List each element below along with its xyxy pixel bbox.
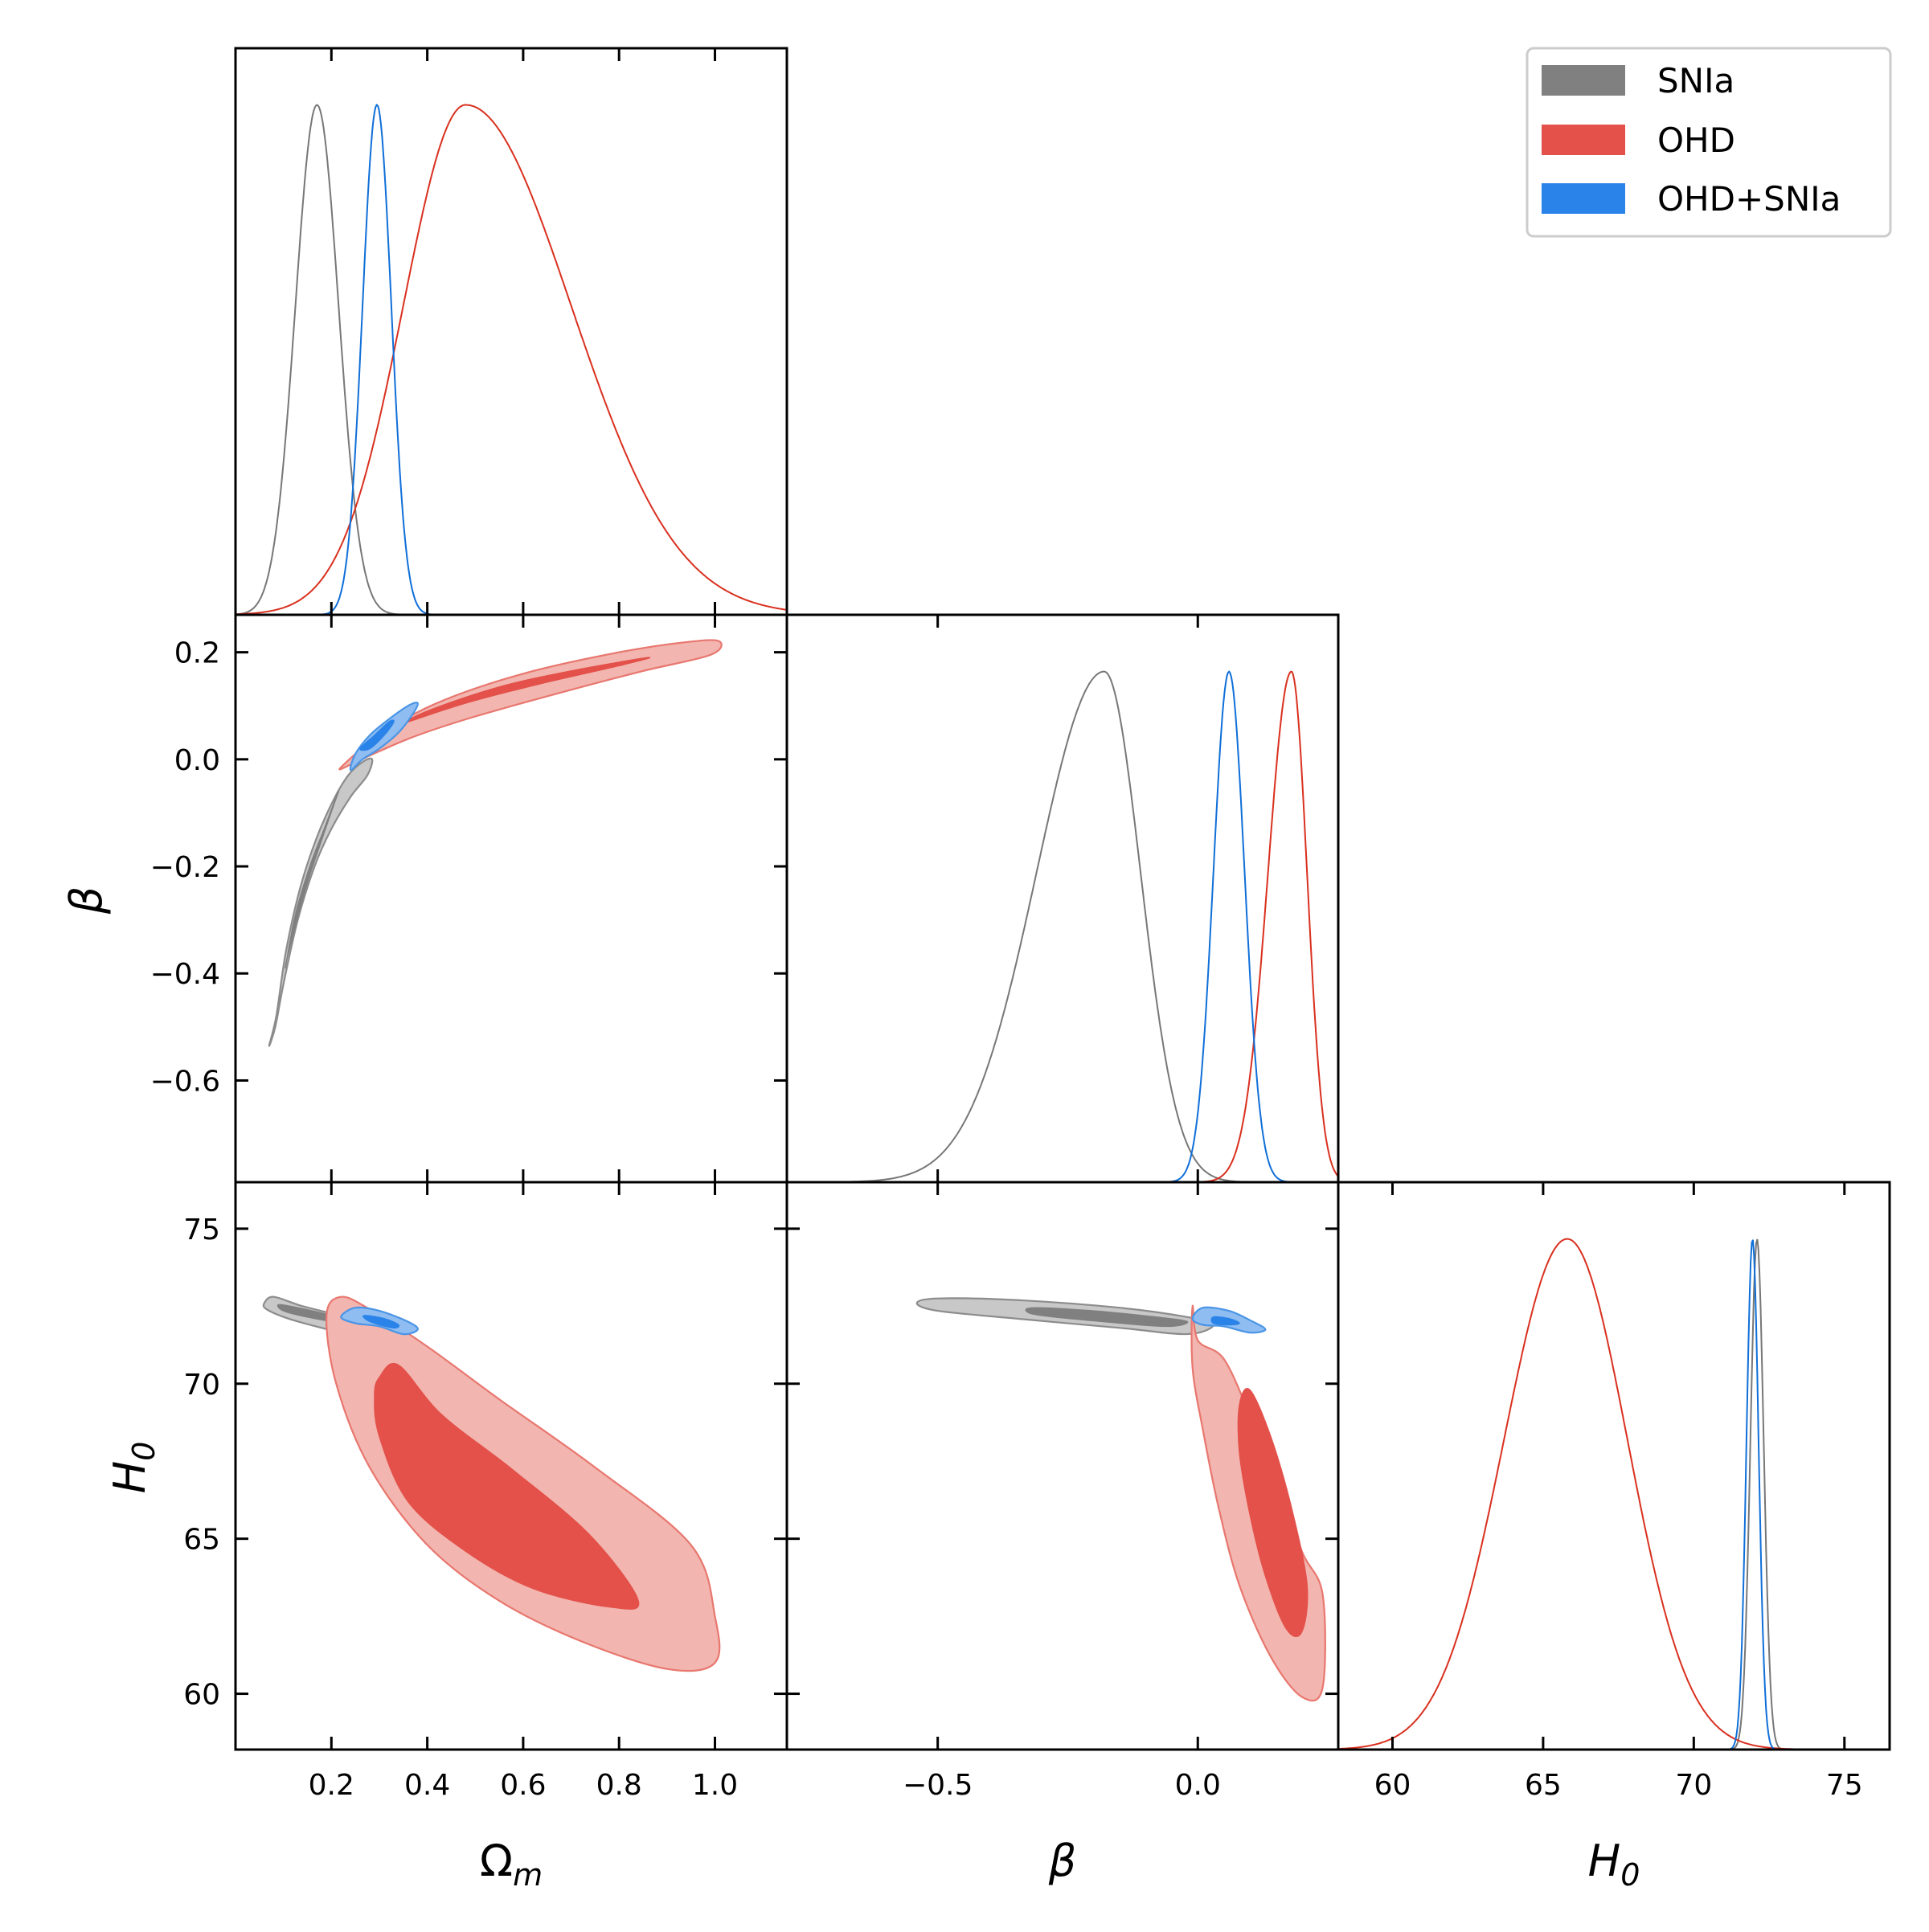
- y-tick-label-beta: 0.2: [174, 637, 220, 670]
- marginal-panel-om: [235, 104, 787, 615]
- y-tick-label-beta: −0.2: [150, 851, 220, 884]
- y-axis-label-h0: H0: [104, 1442, 162, 1494]
- legend-label-snia: SNIa: [1657, 61, 1734, 100]
- legend-swatch-ohd-snia: [1542, 183, 1625, 214]
- marginal-ohd-h0: [1338, 1238, 1890, 1750]
- y-tick-label-h0: 60: [183, 1679, 220, 1712]
- x-tick-label-om: 1.0: [692, 1769, 738, 1802]
- contour-layer: [262, 639, 1326, 1702]
- y-tick-label-h0: 70: [183, 1369, 220, 1402]
- x-tick-label-h0: 70: [1675, 1769, 1712, 1802]
- x-tick-label-h0: 60: [1374, 1769, 1411, 1802]
- panel-om-beta-contours: [268, 639, 723, 1047]
- x-tick-label-beta: −0.5: [903, 1769, 973, 1802]
- panel-frame-c1-r1: [785, 613, 1340, 1184]
- x-tick-label-om: 0.4: [404, 1769, 450, 1802]
- legend-label-ohd-snia: OHD+SNIa: [1657, 179, 1841, 219]
- panel-frame-c2-r2: [1337, 1181, 1891, 1751]
- x-axis-label-beta: β: [1048, 1836, 1076, 1886]
- panel-frame-c0-r0: [234, 47, 788, 616]
- contour-68-ohd-snia-om-h0: [362, 1315, 400, 1329]
- marginal-panel-h0: [1338, 1238, 1890, 1750]
- marginal-panel-beta: [787, 670, 1338, 1182]
- contour-68-ohd-snia-om-beta: [359, 719, 395, 751]
- panel-beta-h0-contours: [915, 1297, 1326, 1702]
- marginal-ohd-om: [235, 104, 787, 615]
- x-tick-label-om: 0.2: [309, 1769, 354, 1802]
- panel-frames: [234, 47, 1891, 1751]
- marginal-ohd-snia-h0: [1338, 1239, 1890, 1750]
- contour-95-snia-om-beta: [268, 757, 374, 1047]
- y-tick-label-h0: 75: [183, 1214, 220, 1246]
- contour-68-ohd-beta-h0: [1237, 1388, 1309, 1637]
- x-tick-label-h0: 75: [1826, 1769, 1863, 1802]
- contour-95-ohd-om-beta: [338, 639, 723, 771]
- contour-68-ohd-om-h0: [374, 1363, 640, 1610]
- marginal-ohd-snia-beta: [787, 670, 1338, 1182]
- legend: SNIa OHD OHD+SNIa: [1526, 47, 1892, 238]
- marginal-ohd-snia-om: [235, 104, 787, 615]
- contour-68-ohd-snia-beta-h0: [1210, 1316, 1240, 1326]
- x-tick-label-h0: 65: [1525, 1769, 1562, 1802]
- x-tick-label-beta: 0.0: [1175, 1769, 1221, 1802]
- x-tick-label-om: 0.6: [500, 1769, 546, 1802]
- x-axis-label-h0: H0: [1588, 1836, 1640, 1893]
- marginal-snia-beta: [787, 670, 1338, 1182]
- legend-label-ohd: OHD: [1657, 121, 1735, 160]
- legend-swatch-snia: [1542, 65, 1625, 96]
- y-tick-label-h0: 65: [183, 1524, 220, 1557]
- x-tick-label-om: 0.8: [596, 1769, 642, 1802]
- y-tick-label-beta: −0.6: [150, 1065, 220, 1098]
- marginal-ohd-beta: [787, 670, 1338, 1182]
- y-tick-label-beta: −0.4: [150, 958, 220, 991]
- contour-68-snia-om-beta: [285, 790, 340, 969]
- x-axis-label-omega-m: Ωm: [480, 1836, 543, 1893]
- axis-label-layer: Ωm β H0 β H0: [61, 886, 1640, 1893]
- marginal-snia-om: [235, 104, 787, 615]
- legend-swatch-ohd: [1542, 125, 1625, 155]
- contour-68-snia-beta-h0: [1025, 1307, 1189, 1328]
- y-tick-label-beta: 0.0: [174, 744, 220, 777]
- contour-95-ohd-snia-om-beta: [349, 702, 419, 772]
- marginal-snia-h0: [1338, 1238, 1890, 1750]
- y-axis-label-beta: β: [61, 886, 112, 915]
- panel-om-h0-contours: [262, 1296, 721, 1672]
- tick-layer: 0.2 0.4 0.6 0.8 1.0 −0.5 0.0 60 65 70 75 0.2 0.0 −0.2…: [150, 48, 1863, 1802]
